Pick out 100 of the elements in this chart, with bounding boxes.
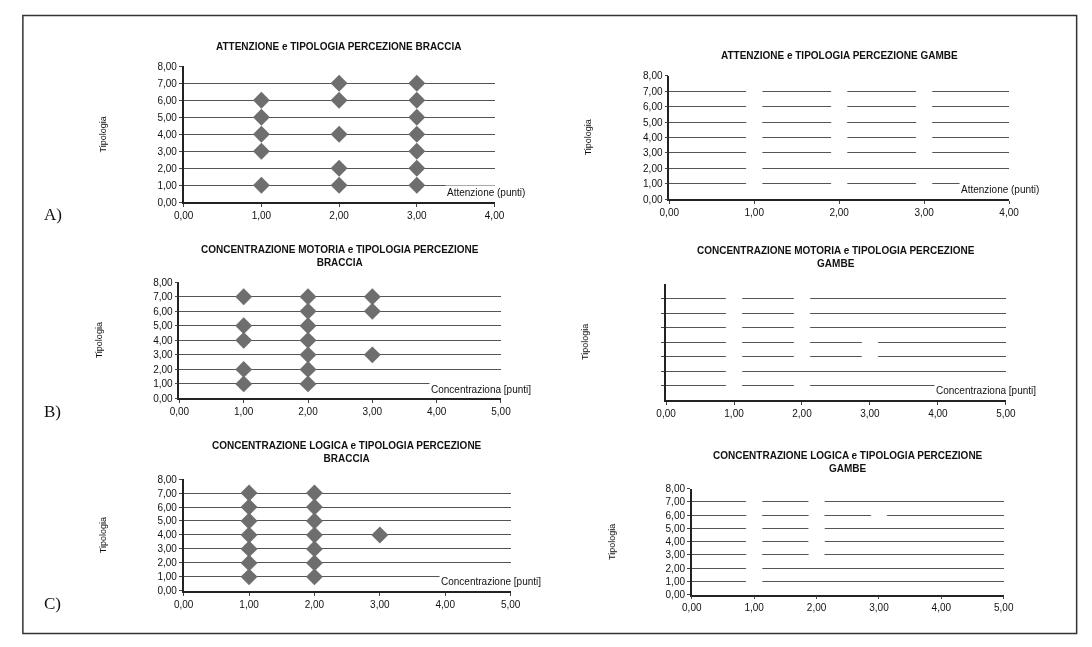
y-tick-label: 2,00 <box>643 162 663 174</box>
point <box>408 125 426 143</box>
x-tick-label: 0,00 <box>682 602 702 614</box>
point <box>299 360 317 378</box>
y-tick-label: 4,00 <box>153 334 174 346</box>
x-tick-label: 2,00 <box>806 602 827 614</box>
y-tick-label: 6,00 <box>643 101 663 113</box>
x-tick-label: 1,00 <box>251 209 272 221</box>
point <box>305 540 323 558</box>
y-tick-label: 1,00 <box>665 575 686 587</box>
y-tick-label: 6,00 <box>153 305 174 317</box>
x-tick-label: 1,00 <box>744 602 765 614</box>
x-tick-label: 1,00 <box>744 206 765 218</box>
point <box>305 526 323 544</box>
y-tick-label: 8,00 <box>157 473 178 485</box>
y-tick-label: 7,00 <box>665 496 686 508</box>
x-tick-label: 2,00 <box>829 206 850 218</box>
y-tick-label: 3,00 <box>157 145 178 157</box>
x-tick-label: 0,00 <box>169 406 190 418</box>
y-tick-label: 2,00 <box>665 562 686 574</box>
point <box>299 317 317 335</box>
point <box>235 360 253 378</box>
y-tick-label: 6,00 <box>665 509 686 521</box>
chart-title: CONCENTRAZIONE LOGICA e TIPOLOGIA PERCEZIONE BRACCIA <box>212 440 482 464</box>
text: C) <box>44 594 61 613</box>
y-tick-label: 7,00 <box>643 85 663 97</box>
x-tick-label: 4,00 <box>484 209 505 221</box>
y-tick-label: 3,00 <box>665 549 686 561</box>
point <box>235 375 253 393</box>
y-tick-label: 5,00 <box>643 116 663 128</box>
x-axis-title: Attenzione (punti) <box>961 184 1040 195</box>
x-tick-label: 3,00 <box>860 408 881 420</box>
point <box>299 375 317 393</box>
point <box>408 91 426 109</box>
y-tick-label: 1,00 <box>157 179 178 191</box>
x-tick-label: 2,00 <box>792 408 813 420</box>
x-tick-label: 0,00 <box>173 598 194 610</box>
x-tick-label: 3,00 <box>370 598 391 610</box>
point <box>330 91 348 109</box>
x-tick-label: 2,00 <box>304 598 325 610</box>
x-tick-label: 3,00 <box>362 406 383 418</box>
text: B) <box>44 402 61 421</box>
y-tick-label: 8,00 <box>157 60 178 72</box>
x-tick-label: 4,00 <box>435 598 456 610</box>
point <box>408 159 426 177</box>
y-tick-label: 0,00 <box>157 585 178 597</box>
y-tick-label: 1,00 <box>643 178 663 190</box>
point <box>363 302 381 320</box>
point <box>305 484 323 502</box>
point <box>305 568 323 586</box>
point <box>252 125 270 143</box>
x-tick-label: 0,00 <box>656 408 677 420</box>
x-tick-label: 4,00 <box>931 602 952 614</box>
y-tick-label: 8,00 <box>643 70 663 82</box>
y-tick-label: 1,00 <box>153 378 174 390</box>
y-tick-label: 0,00 <box>153 392 174 404</box>
chart-title: CONCENTRAZIONE MOTORIA e TIPOLOGIA PERCEZIONE GAMBE <box>697 245 975 269</box>
x-tick-label: 5,00 <box>996 408 1017 420</box>
x-axis-title: Attenzione (punti) <box>447 187 526 198</box>
x-tick-label: 2,00 <box>298 406 319 418</box>
point <box>240 484 258 502</box>
y-tick-label: 5,00 <box>157 111 178 123</box>
point <box>330 159 348 177</box>
point <box>240 498 258 516</box>
point <box>363 346 381 364</box>
chart-title: CONCENTRAZIONE LOGICA e TIPOLOGIA PERCEZIONE GAMBE <box>713 450 983 474</box>
x-tick-label: 5,00 <box>491 406 512 418</box>
point <box>408 108 426 126</box>
point <box>252 108 270 126</box>
chart-title: CONCENTRAZIONE MOTORIA e TIPOLOGIA PERCEZIONE BRACCIA <box>201 244 479 268</box>
point <box>240 526 258 544</box>
y-tick-label: 0,00 <box>665 589 686 601</box>
y-axis-title: Tipologia <box>93 322 104 359</box>
x-tick-label: 1,00 <box>724 408 745 420</box>
point <box>240 554 258 572</box>
point <box>305 498 323 516</box>
point <box>408 142 426 160</box>
y-tick-label: 5,00 <box>157 515 178 527</box>
point <box>235 288 253 306</box>
y-tick-label: 5,00 <box>665 522 686 534</box>
y-tick-label: 4,00 <box>157 128 178 140</box>
point <box>305 512 323 530</box>
x-tick-label: 1,00 <box>233 406 254 418</box>
y-tick-label: 1,00 <box>157 571 178 583</box>
text: A) <box>44 205 62 224</box>
x-tick-label: 1,00 <box>239 598 260 610</box>
x-axis-title: Concentraziona [punti] <box>431 384 532 395</box>
point <box>235 331 253 349</box>
point <box>252 91 270 109</box>
y-tick-label: 4,00 <box>157 529 178 541</box>
y-tick-label: 2,00 <box>153 363 174 375</box>
y-tick-label: 5,00 <box>153 320 174 332</box>
x-tick-label: 3,00 <box>914 206 935 218</box>
y-axis-title: Tipologia <box>97 116 108 153</box>
y-tick-label: 8,00 <box>665 483 686 495</box>
y-axis-title: Tipologia <box>606 523 617 561</box>
point <box>240 540 258 558</box>
y-tick-label: 7,00 <box>157 77 178 89</box>
point <box>240 512 258 530</box>
y-axis-title: Tipologia <box>580 323 591 360</box>
